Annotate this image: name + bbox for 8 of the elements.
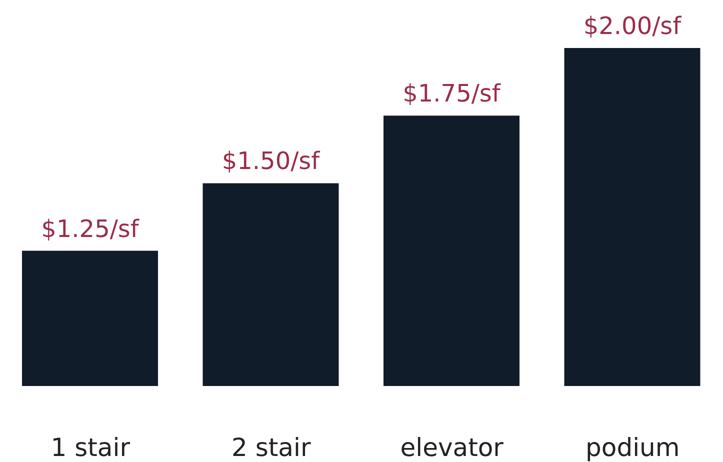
x-tick-label: 2 stair	[232, 432, 312, 462]
x-tick-label: podium	[586, 432, 680, 462]
data-label: $1.50/sf	[222, 147, 320, 176]
data-label: $1.25/sf	[41, 214, 140, 243]
data-label: $1.75/sf	[402, 80, 501, 108]
data-label: $2.00/sf	[583, 12, 682, 40]
x-tick-label: elevator	[400, 432, 504, 462]
x-tick-label: 1 stair	[50, 432, 131, 462]
